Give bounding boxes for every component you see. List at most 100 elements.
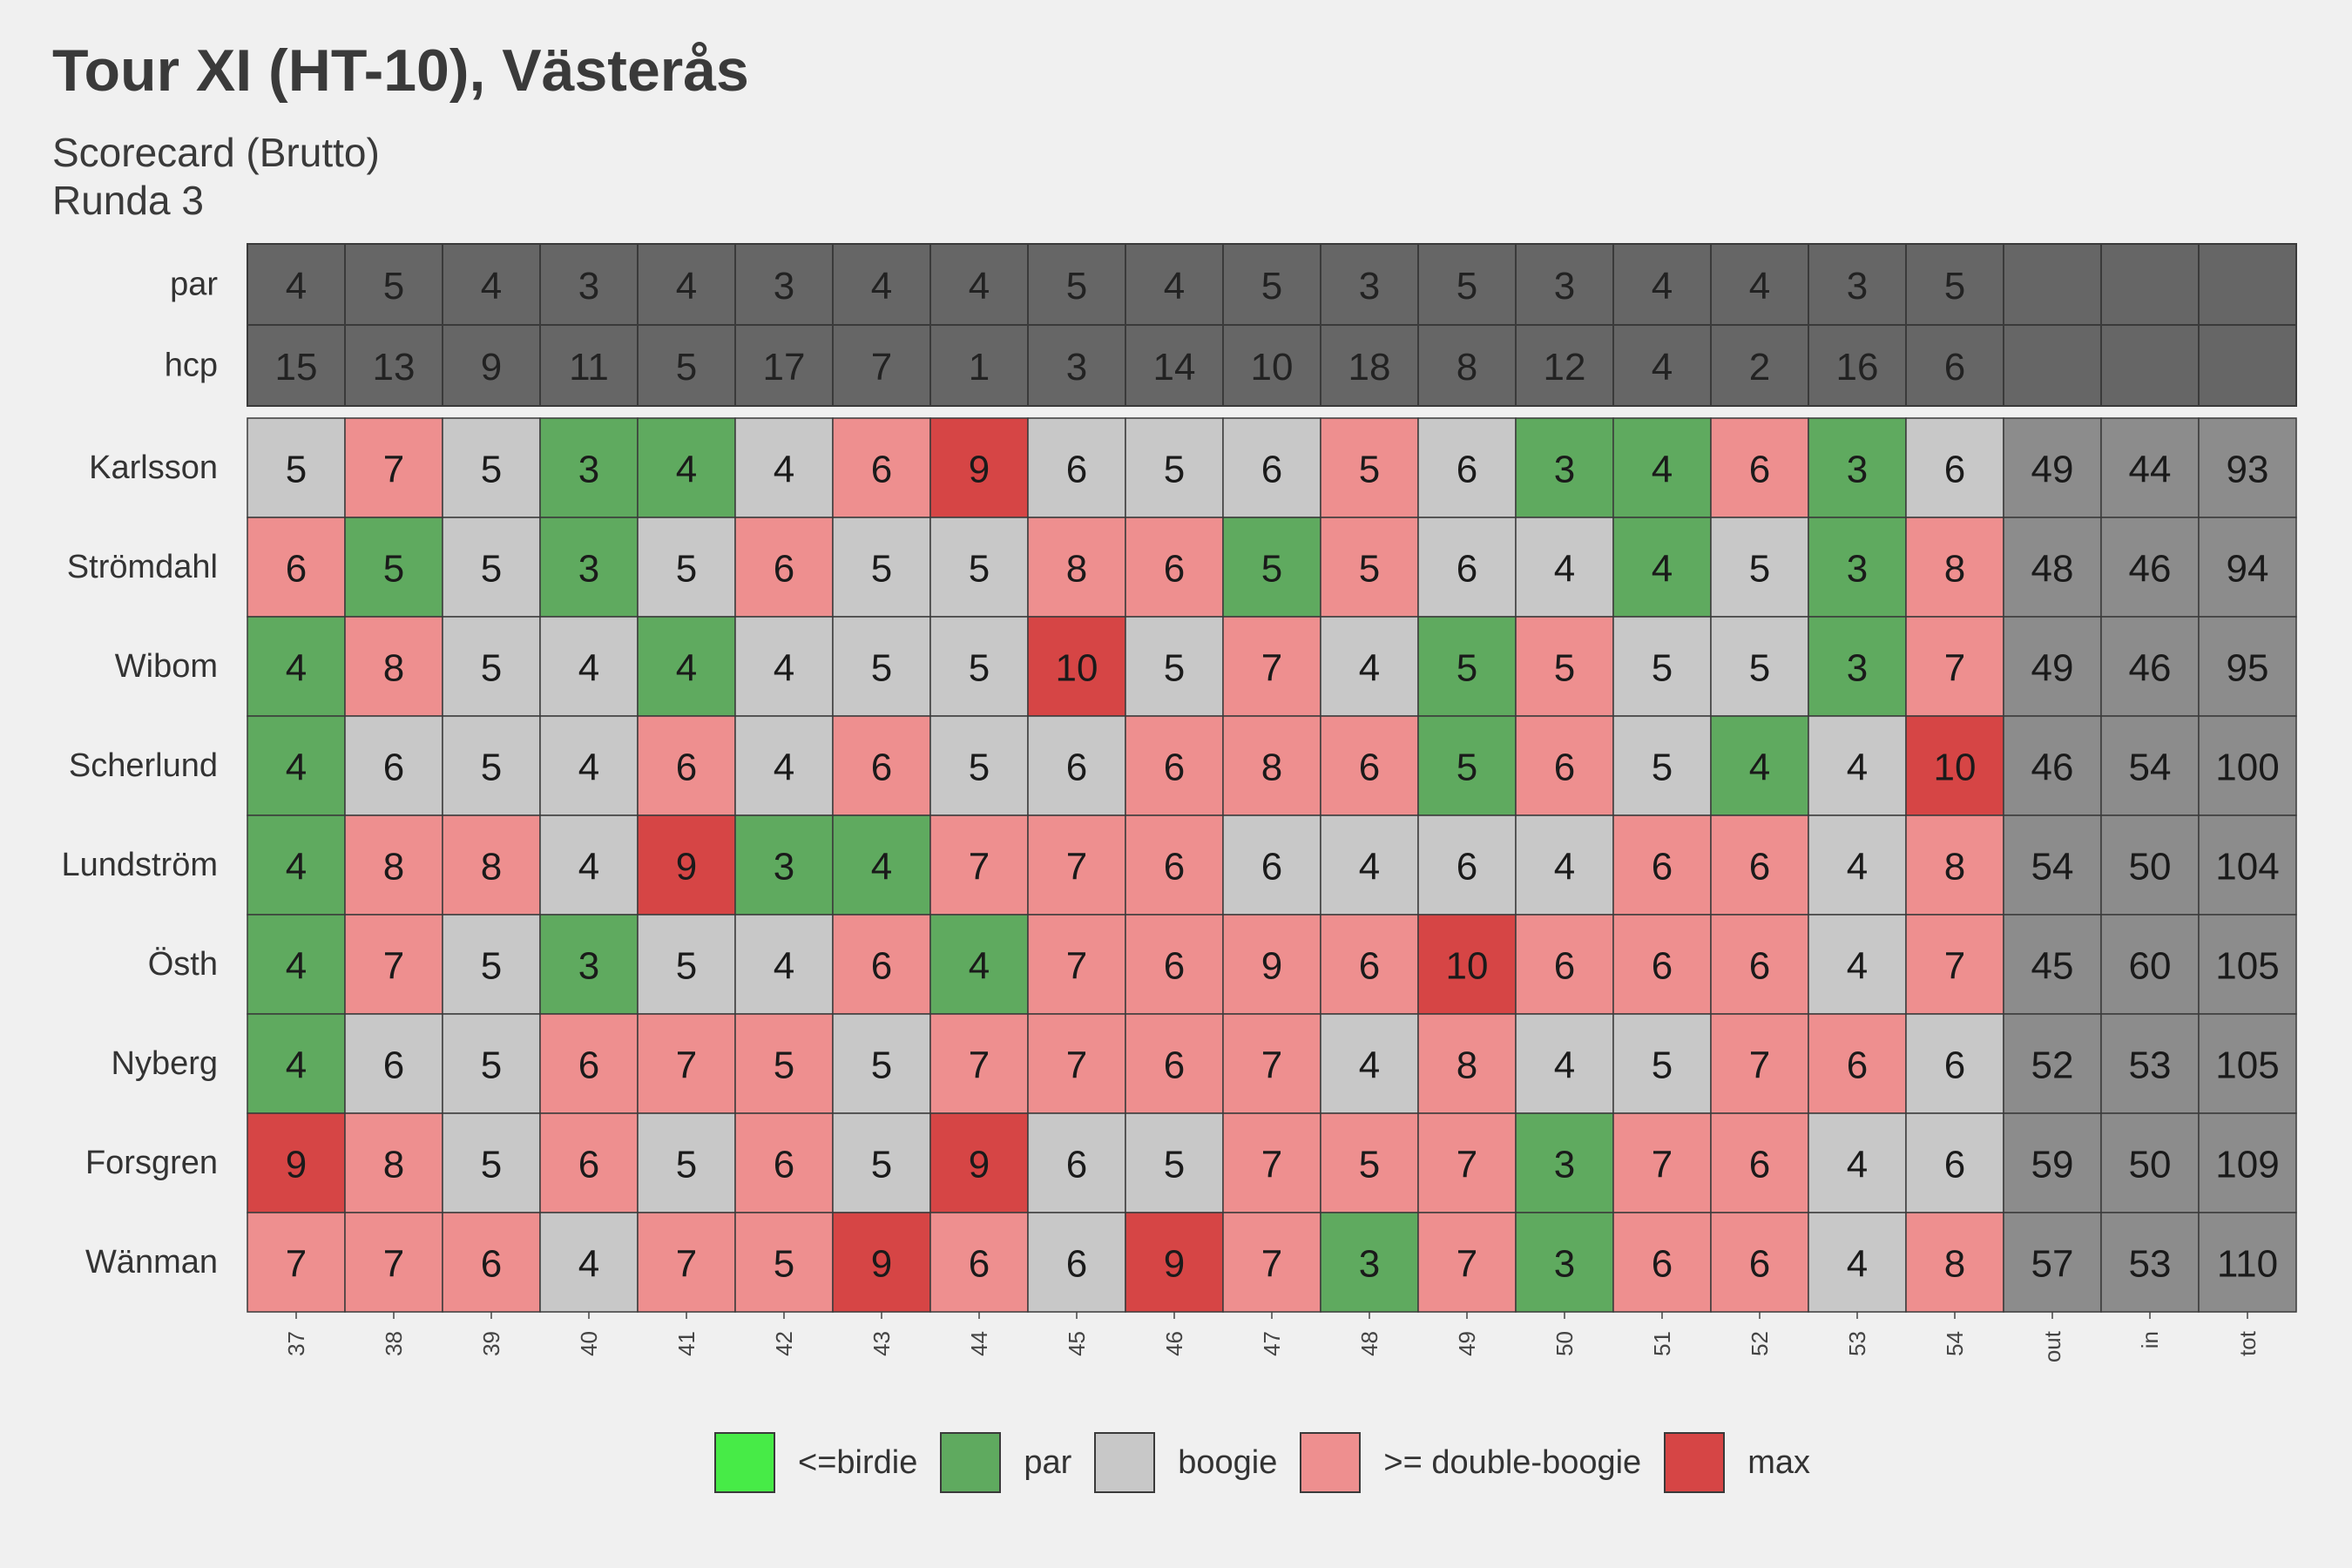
header-cell <box>1515 324 1614 407</box>
total-value: 45 <box>2031 945 2074 988</box>
header-cell-value: 18 <box>1348 346 1391 389</box>
chart-subtitle-line-1: Scorecard (Brutto) <box>52 130 380 175</box>
score-value: 8 <box>1066 548 1087 591</box>
score-value: 5 <box>481 1144 502 1186</box>
score-value: 8 <box>1944 548 1965 591</box>
total-cell <box>2100 1013 2200 1114</box>
score-value: 6 <box>871 449 892 491</box>
score-cell <box>1808 914 1907 1015</box>
total-value: 46 <box>2129 647 2172 690</box>
score-cell <box>344 1013 443 1114</box>
score-value: 6 <box>1652 846 1673 889</box>
score-value: 10 <box>1446 945 1489 988</box>
score-cell <box>1710 814 1809 916</box>
total-value: 100 <box>2215 747 2279 789</box>
header-cell-value: 5 <box>1066 265 1087 308</box>
score-value: 4 <box>578 1243 599 1286</box>
score-value: 5 <box>969 647 990 690</box>
header-cell-value: 6 <box>1944 346 1965 389</box>
score-value: 4 <box>1652 548 1673 591</box>
header-cell <box>1027 243 1126 326</box>
header-cell-value: 15 <box>275 346 318 389</box>
score-cell <box>1027 1013 1126 1114</box>
score-cell <box>442 517 541 618</box>
score-value: 6 <box>1749 945 1770 988</box>
header-cell-value: 1 <box>969 346 990 389</box>
score-value: 5 <box>1652 647 1673 690</box>
score-value: 4 <box>1652 449 1673 491</box>
score-cell <box>1515 417 1614 518</box>
score-value: 6 <box>578 1144 599 1186</box>
score-value: 4 <box>1847 846 1868 889</box>
score-cell <box>1125 814 1224 916</box>
header-cell-value: 10 <box>1251 346 1294 389</box>
x-axis-tick-label: 43 <box>868 1331 895 1356</box>
score-value: 4 <box>578 747 599 789</box>
score-value: 9 <box>1164 1243 1185 1286</box>
total-cell <box>2198 914 2297 1015</box>
x-axis-tick-label: 54 <box>1942 1331 1968 1356</box>
header-cell <box>1417 243 1517 326</box>
legend-label: par <box>1024 1443 1072 1481</box>
x-axis-tick-label: 44 <box>966 1331 992 1356</box>
score-value: 8 <box>1456 1044 1477 1087</box>
header-cell <box>442 324 541 407</box>
header-cell-value: 8 <box>1456 346 1477 389</box>
header-cell <box>832 324 931 407</box>
score-value: 6 <box>1359 747 1380 789</box>
header-cell <box>2100 324 2200 407</box>
score-value: 8 <box>383 1144 404 1186</box>
score-cell <box>734 616 834 717</box>
score-cell <box>539 914 639 1015</box>
score-cell <box>442 1112 541 1213</box>
total-cell <box>2198 1212 2297 1313</box>
score-value: 5 <box>481 647 502 690</box>
score-value: 6 <box>1749 846 1770 889</box>
player-name: Östh <box>148 946 218 983</box>
total-cell <box>2003 417 2102 518</box>
score-value: 4 <box>1847 1144 1868 1186</box>
total-value: 93 <box>2227 449 2269 491</box>
score-value: 5 <box>1456 647 1477 690</box>
score-value: 6 <box>1066 1243 1087 1286</box>
header-cell-value: 11 <box>569 346 609 389</box>
score-value: 6 <box>1164 846 1185 889</box>
score-value: 5 <box>774 1243 794 1286</box>
score-value: 7 <box>676 1243 697 1286</box>
header-cell <box>1320 324 1419 407</box>
header-cell-value: 4 <box>969 265 990 308</box>
score-value: 5 <box>1359 548 1380 591</box>
header-cell <box>2003 324 2102 407</box>
score-value: 5 <box>871 647 892 690</box>
chart-subtitle-line-2: Runda 3 <box>52 178 204 223</box>
chart-title: Tour XI (HT-10), Västerås <box>52 37 749 104</box>
score-value: 4 <box>1359 846 1380 889</box>
score-value: 6 <box>676 747 697 789</box>
score-value: 6 <box>1944 449 1965 491</box>
header-cell <box>1710 324 1809 407</box>
score-cell <box>929 517 1029 618</box>
score-value: 4 <box>1359 647 1380 690</box>
score-value: 6 <box>1261 449 1282 491</box>
score-cell <box>539 1013 639 1114</box>
score-cell <box>1612 417 1712 518</box>
player-name: Wänman <box>85 1244 218 1281</box>
x-axis-tick-label: tot <box>2234 1330 2261 1356</box>
score-value: 6 <box>578 1044 599 1087</box>
score-value: 5 <box>969 747 990 789</box>
score-cell <box>1710 616 1809 717</box>
score-value: 6 <box>1652 1243 1673 1286</box>
score-value: 8 <box>1944 1243 1965 1286</box>
score-value: 3 <box>774 846 794 889</box>
score-cell <box>637 814 736 916</box>
x-axis-tick-label: 40 <box>576 1331 602 1356</box>
total-value: 104 <box>2215 846 2279 889</box>
score-value: 3 <box>1554 1144 1575 1186</box>
score-value: 3 <box>578 945 599 988</box>
score-cell <box>637 616 736 717</box>
legend-label: boogie <box>1178 1443 1278 1481</box>
score-cell <box>1222 1212 1321 1313</box>
header-cell-value: 5 <box>1261 265 1282 308</box>
score-cell <box>344 814 443 916</box>
total-value: 53 <box>2129 1044 2172 1087</box>
